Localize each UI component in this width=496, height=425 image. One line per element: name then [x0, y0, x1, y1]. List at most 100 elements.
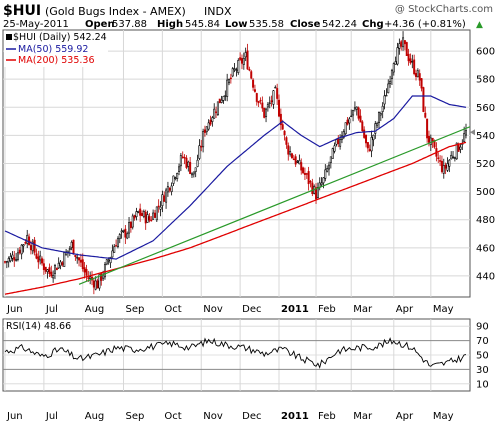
- candle-body: [150, 219, 153, 222]
- candle-body: [459, 146, 462, 150]
- candle-body: [381, 105, 384, 112]
- rsi-x-tick-label: Mar: [353, 411, 373, 422]
- candle-body: [39, 255, 42, 261]
- candle-body: [253, 89, 256, 92]
- candle-body: [178, 166, 181, 172]
- candle-body: [363, 129, 366, 138]
- candle-body: [133, 215, 136, 219]
- candle-body: [216, 101, 219, 115]
- candle-body: [87, 277, 90, 279]
- rsi-y-tick-label: 50: [476, 351, 489, 362]
- candle-body: [448, 159, 451, 167]
- candle-body: [237, 60, 240, 73]
- candle-body: [126, 233, 129, 239]
- candle-body: [190, 172, 193, 176]
- price-candles: [4, 31, 467, 295]
- rsi-x-tick-label: 2011: [281, 411, 309, 422]
- candle-body: [235, 69, 238, 71]
- candle-body: [166, 186, 169, 193]
- candle-body: [4, 261, 7, 263]
- candle-body: [296, 161, 299, 163]
- candle-body: [233, 68, 236, 71]
- candle-body: [215, 111, 218, 113]
- candle-body: [103, 264, 106, 278]
- candle-body: [261, 102, 264, 109]
- exchange-label: INDX: [204, 5, 232, 18]
- candle-body: [153, 212, 156, 218]
- candle-body: [181, 156, 184, 159]
- candle-body: [379, 113, 382, 116]
- candle-body: [159, 206, 162, 210]
- price-x-tick-label: Apr: [396, 304, 414, 315]
- price-y-tick-label: 560: [476, 103, 495, 114]
- candle-body: [78, 257, 81, 261]
- trendline: [78, 126, 471, 285]
- price-x-tick-label: Nov: [203, 304, 223, 315]
- candle-body: [239, 57, 242, 60]
- candle-body: [229, 77, 232, 80]
- rsi-x-tick-label: Dec: [242, 411, 261, 422]
- candle-body: [242, 57, 245, 65]
- candle-body: [415, 73, 418, 77]
- candle-body: [100, 273, 103, 281]
- candle-body: [418, 73, 421, 81]
- candle-body: [374, 123, 377, 134]
- candle-body: [83, 267, 86, 273]
- candle-body: [292, 158, 295, 161]
- candle-body: [407, 53, 410, 62]
- price-y-tick-label: 540: [476, 131, 495, 142]
- candle-body: [285, 137, 288, 145]
- candle-body: [365, 134, 368, 144]
- candle-body: [266, 104, 269, 108]
- candle-body: [442, 165, 445, 174]
- candle-body: [105, 259, 108, 265]
- candle-body: [303, 173, 306, 175]
- candle-body: [18, 249, 21, 254]
- candle-body: [352, 109, 355, 116]
- candle-body: [400, 41, 403, 47]
- ma50-line: [4, 95, 467, 260]
- price-x-tick-label: Jun: [6, 304, 23, 315]
- last-close-marker: [470, 129, 475, 136]
- candle-body: [94, 280, 97, 290]
- candle-body: [61, 262, 64, 265]
- close-label: Close: [290, 19, 321, 30]
- candle-body: [57, 262, 60, 269]
- candle-body: [107, 259, 110, 262]
- candle-body: [359, 115, 362, 123]
- candle-body: [255, 93, 258, 102]
- candle-body: [464, 130, 467, 136]
- candle-body: [368, 149, 371, 152]
- candle-body: [452, 156, 455, 158]
- candle-body: [146, 214, 149, 223]
- candle-body: [298, 160, 301, 165]
- candle-body: [16, 252, 19, 260]
- candle-body: [202, 131, 205, 148]
- price-x-tick-label: Dec: [242, 304, 261, 315]
- candle-body: [316, 187, 319, 198]
- candle-body: [124, 228, 127, 238]
- candle-body: [172, 175, 175, 184]
- candle-body: [74, 255, 77, 258]
- candle-body: [205, 126, 208, 133]
- candle-body: [361, 121, 364, 132]
- candle-body: [52, 275, 55, 279]
- price-x-tick-label: Oct: [164, 304, 181, 315]
- candle-body: [315, 187, 318, 200]
- candle-body: [116, 238, 119, 248]
- candle-body: [337, 138, 340, 144]
- candle-body: [346, 119, 349, 125]
- price-y-tick-label: 460: [476, 243, 495, 254]
- rsi-y-tick-label: 70: [476, 336, 489, 347]
- candle-body: [209, 119, 212, 125]
- candle-body: [398, 43, 401, 49]
- candle-body: [22, 244, 25, 247]
- candle-body: [5, 261, 8, 263]
- candle-body: [457, 144, 460, 152]
- candle-body: [463, 133, 466, 142]
- candle-body: [55, 267, 58, 271]
- candle-body: [250, 71, 253, 79]
- candle-body: [366, 142, 369, 149]
- index-name-label: (Gold Bugs Index - AMEX): [45, 5, 186, 18]
- price-x-tick-label: Mar: [353, 304, 373, 315]
